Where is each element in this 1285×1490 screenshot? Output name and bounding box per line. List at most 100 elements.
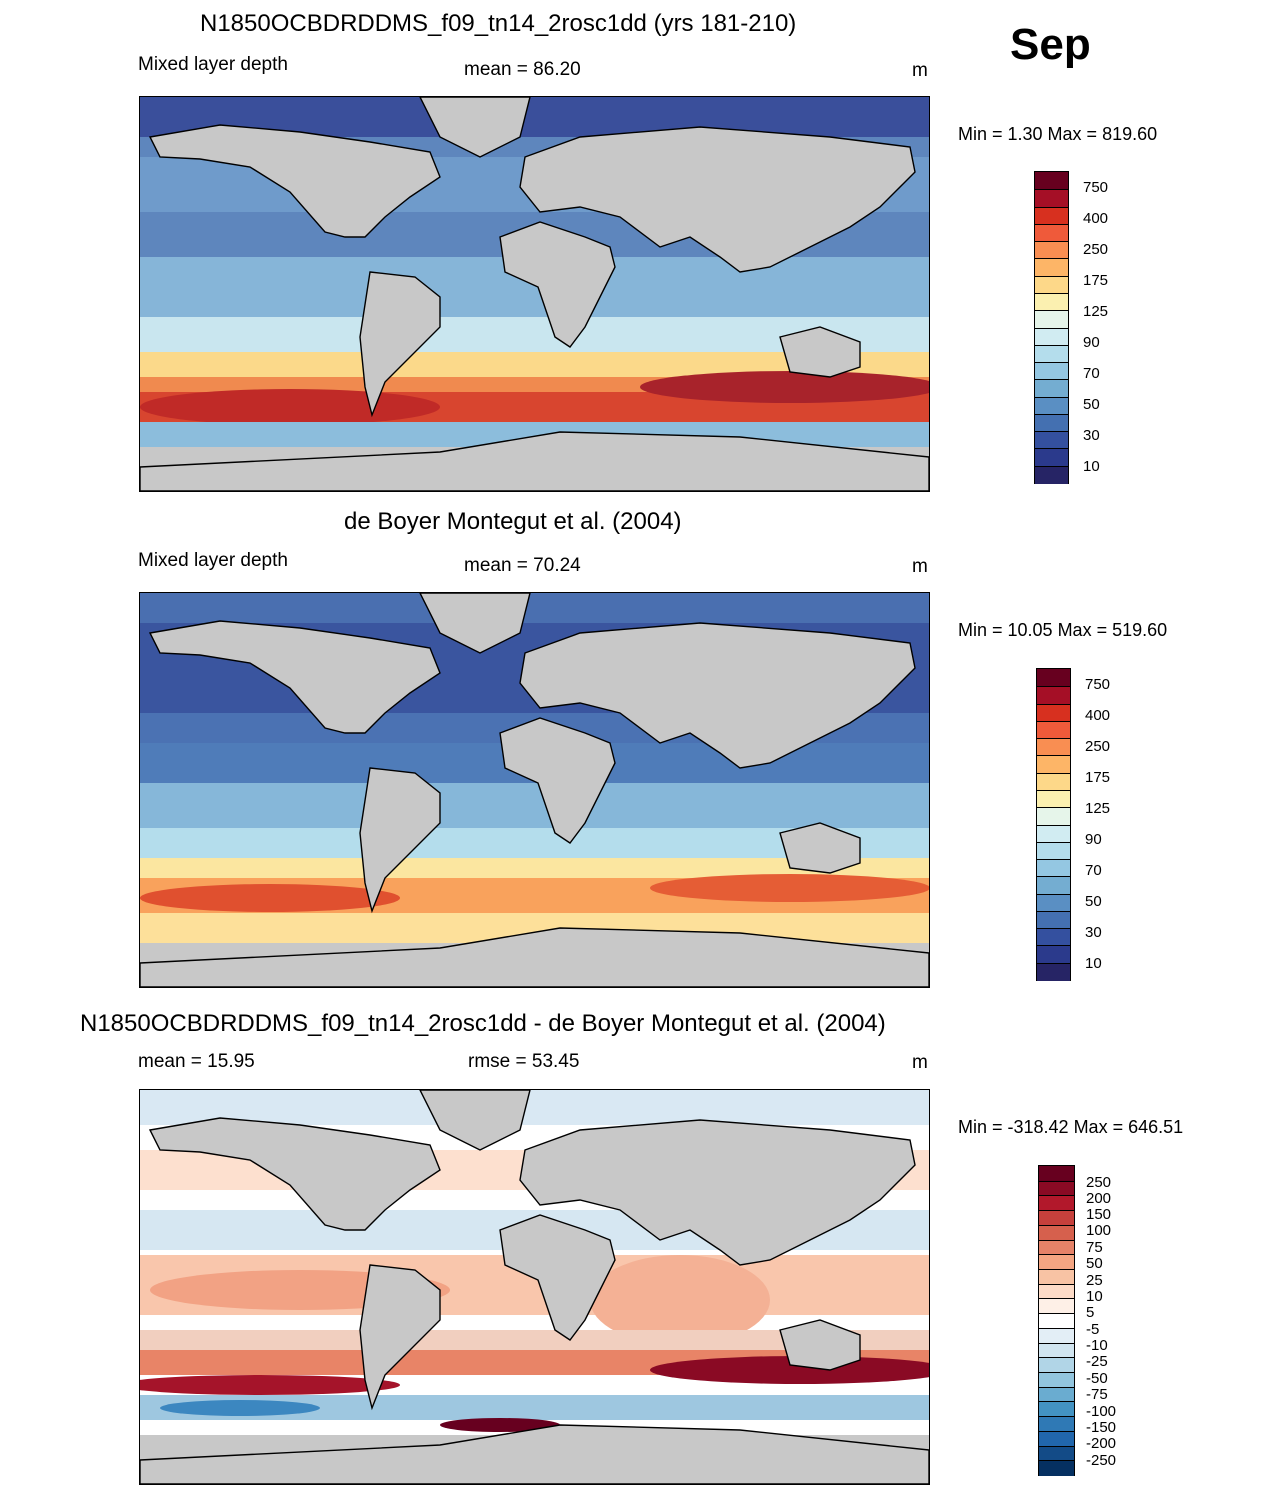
panel1-colorbar-label: 400 (1083, 210, 1109, 227)
panel1-minmax-label: Min = 1.30 Max = 819.60 (958, 124, 1158, 144)
colorbar-swatch (1035, 362, 1068, 381)
colorbar-swatch (1035, 223, 1068, 243)
panel3-colorbar (1038, 1165, 1075, 1476)
panel1-land (140, 97, 929, 491)
colorbar-swatch (1039, 1460, 1074, 1476)
panel1-colorbar (1034, 171, 1069, 484)
panel3-units-label: m (912, 1052, 928, 1073)
colorbar-swatch (1037, 893, 1070, 912)
panel2-colorbar-label: 125 (1085, 800, 1111, 817)
colorbar-swatch (1035, 206, 1068, 225)
panel2-colorbar-label: 175 (1085, 769, 1111, 786)
panel3-colorbar-label: 25 (1086, 1272, 1103, 1289)
panel1-colorbar-label: 90 (1083, 334, 1100, 351)
panel3-colorbar-label: 100 (1086, 1222, 1112, 1239)
panel2-map (139, 592, 930, 988)
month-label: Sep (1010, 20, 1091, 69)
panel1-colorbar-label: 250 (1083, 241, 1109, 258)
colorbar-swatch (1039, 1269, 1074, 1285)
colorbar-swatch (1035, 465, 1068, 484)
colorbar-swatch (1037, 841, 1070, 861)
colorbar-swatch (1037, 789, 1070, 809)
colorbar-swatch (1039, 1430, 1074, 1447)
colorbar-swatch (1039, 1372, 1074, 1388)
colorbar-swatch (1037, 755, 1070, 774)
panel2-colorbar-label: 250 (1085, 738, 1111, 755)
panel2-units-label: m (912, 556, 928, 577)
colorbar-swatch (1037, 703, 1070, 722)
panel3-map (139, 1089, 930, 1485)
colorbar-swatch (1037, 928, 1070, 947)
colorbar-swatch (1035, 327, 1068, 346)
panel3-colorbar-label: 10 (1086, 1288, 1103, 1305)
panel1-title: N1850OCBDRDDMS_f09_tn14_2rosc1dd (yrs 18… (200, 10, 797, 37)
colorbar-swatch (1035, 344, 1068, 364)
panel3-map-field (140, 1090, 929, 1484)
panel3-colorbar-label: 75 (1086, 1239, 1103, 1256)
colorbar-swatch (1037, 824, 1070, 843)
panel1-map (139, 96, 930, 492)
colorbar-swatch (1037, 859, 1070, 878)
panel1-colorbar-label: 70 (1083, 365, 1100, 382)
colorbar-swatch (1035, 413, 1068, 433)
panel1-colorbar-label: 125 (1083, 303, 1109, 320)
panel1-mean-label: mean = 86.20 (464, 59, 581, 80)
colorbar-swatch (1039, 1327, 1074, 1344)
panel3-colorbar-label: -25 (1086, 1353, 1108, 1370)
colorbar-swatch (1037, 945, 1070, 964)
panel1-colorbar-label: 750 (1083, 179, 1109, 196)
colorbar-swatch (1039, 1180, 1074, 1197)
panel1-colorbar-label: 175 (1083, 272, 1109, 289)
colorbar-swatch (1039, 1166, 1074, 1181)
panel1-units-label: m (912, 60, 928, 81)
panel3-colorbar-label: 200 (1086, 1190, 1112, 1207)
colorbar-swatch (1039, 1445, 1074, 1462)
panel1-colorbar-label: 30 (1083, 427, 1100, 444)
colorbar-swatch (1035, 258, 1068, 277)
colorbar-swatch (1039, 1254, 1074, 1270)
colorbar-swatch (1035, 396, 1068, 415)
panel3-mean-label: mean = 15.95 (138, 1051, 255, 1072)
panel3-land (140, 1090, 929, 1484)
colorbar-swatch (1035, 241, 1068, 260)
colorbar-swatch (1039, 1401, 1074, 1418)
colorbar-swatch (1039, 1342, 1074, 1359)
panel2-mean-label: mean = 70.24 (464, 555, 581, 576)
colorbar-swatch (1035, 448, 1068, 467)
colorbar-swatch (1037, 910, 1070, 930)
colorbar-swatch (1037, 962, 1070, 981)
panel2-land (140, 593, 929, 987)
panel3-colorbar-label: -150 (1086, 1419, 1117, 1436)
panel2-minmax-label: Min = 10.05 Max = 519.60 (958, 620, 1168, 640)
panel1-map-field (140, 97, 929, 491)
colorbar-swatch (1037, 772, 1070, 791)
panel3-colorbar-label: -5 (1086, 1321, 1100, 1338)
colorbar-swatch (1035, 275, 1068, 294)
colorbar-swatch (1037, 738, 1070, 757)
panel2-map-field (140, 593, 929, 987)
panel3-colorbar-label: -10 (1086, 1337, 1108, 1354)
colorbar-swatch (1039, 1298, 1074, 1315)
colorbar-swatch (1037, 720, 1070, 740)
colorbar-swatch (1039, 1195, 1074, 1212)
colorbar-swatch (1039, 1357, 1074, 1373)
panel2-colorbar-label: 70 (1085, 862, 1102, 879)
colorbar-swatch (1037, 669, 1070, 687)
colorbar-swatch (1035, 431, 1068, 450)
panel2-colorbar-label: 10 (1085, 955, 1102, 972)
panel3-colorbar-label: -75 (1086, 1386, 1108, 1403)
panel3-rmse-label: rmse = 53.45 (468, 1051, 580, 1072)
colorbar-swatch (1039, 1386, 1074, 1403)
panel1-colorbar-label: 10 (1083, 458, 1100, 475)
colorbar-swatch (1039, 1283, 1074, 1300)
colorbar-swatch (1035, 310, 1068, 329)
colorbar-swatch (1035, 379, 1068, 398)
panel3-colorbar-label: -200 (1086, 1435, 1117, 1452)
panel1-variable-label: Mixed layer depth (138, 54, 288, 75)
colorbar-swatch (1037, 876, 1070, 895)
panel3-colorbar-label: -250 (1086, 1452, 1117, 1469)
panel2-colorbar-label: 50 (1085, 893, 1102, 910)
panel3-colorbar-label: 50 (1086, 1255, 1103, 1272)
panel2-colorbar (1036, 668, 1071, 981)
panel2-colorbar-label: 400 (1085, 707, 1111, 724)
